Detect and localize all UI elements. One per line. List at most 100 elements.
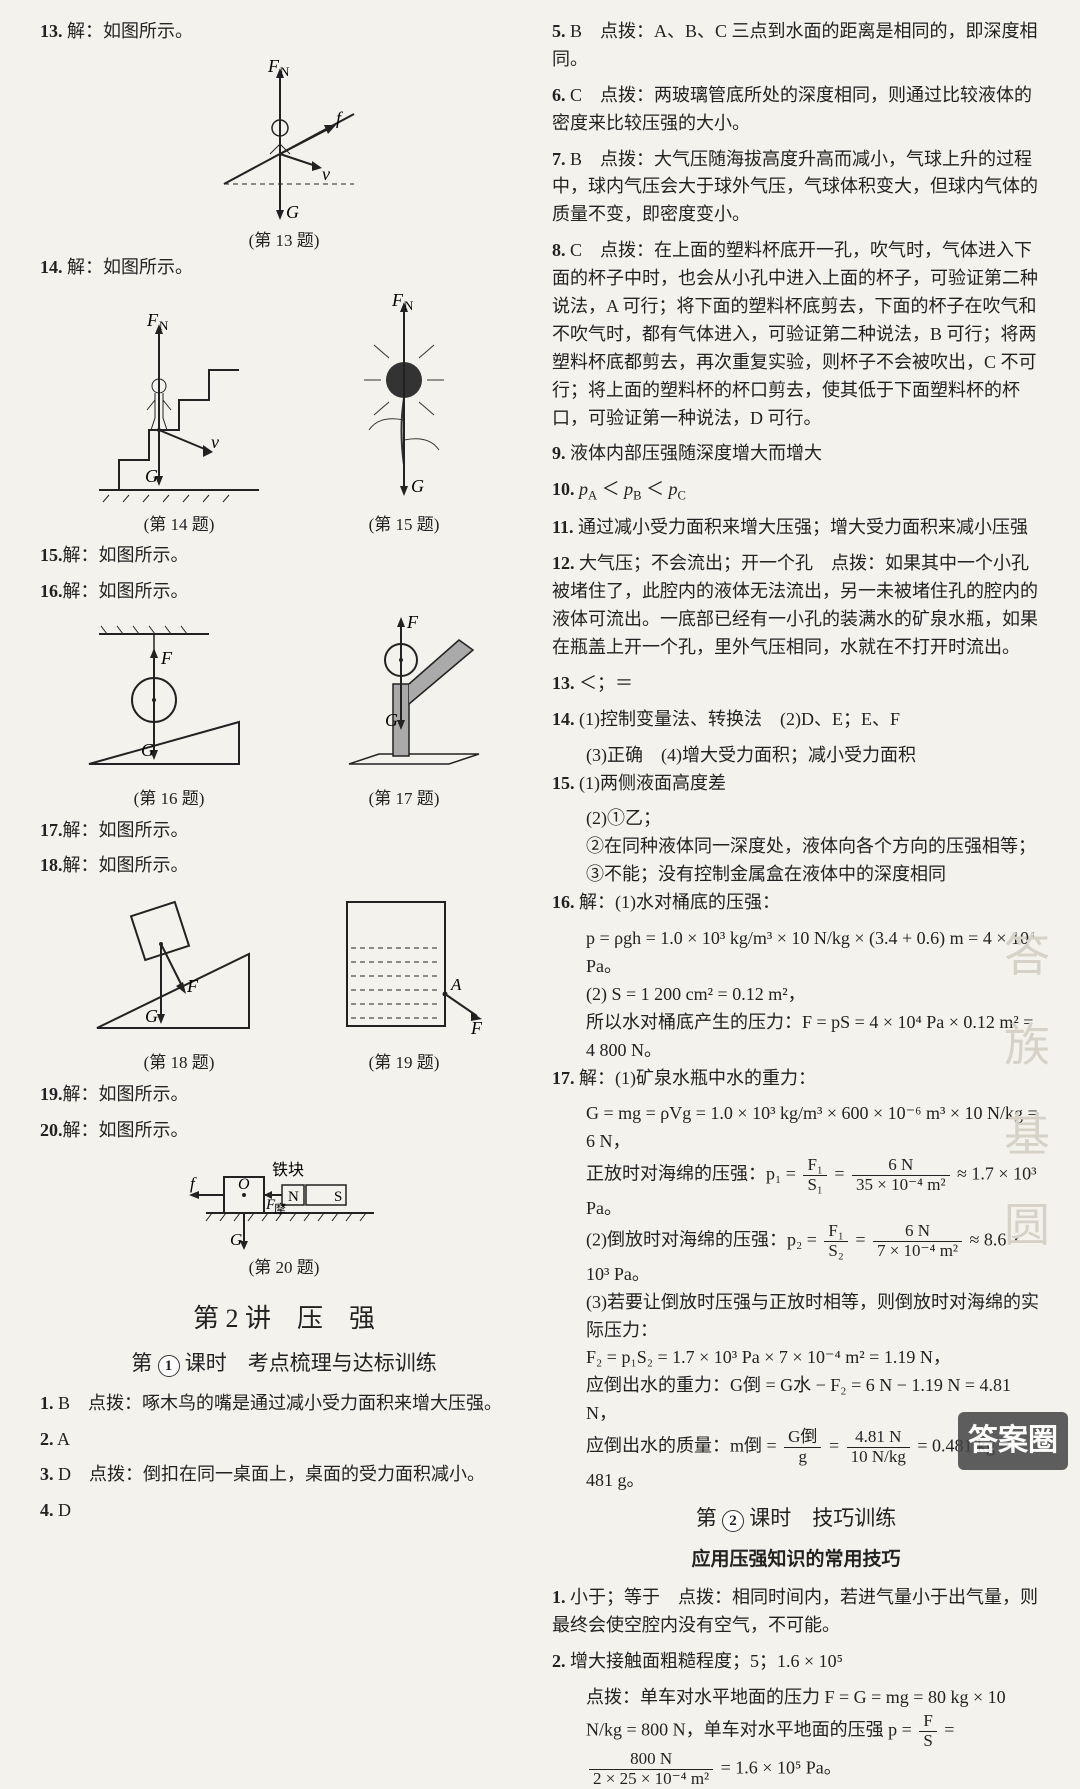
svg-text:摩: 摩 bbox=[274, 1201, 286, 1216]
q14: 14. 解：如图所示。 bbox=[40, 254, 528, 282]
period1-title: 第 1 课时 考点梳理与达标训练 bbox=[40, 1347, 528, 1380]
b1: 1. 小于；等于 点拨：相同时间内，若进气量小于出气量，则最终会使空腔内没有空气… bbox=[552, 1584, 1040, 1640]
fig19-label: (第 19 题) bbox=[319, 1050, 489, 1076]
circled-2: 2 bbox=[722, 1510, 744, 1532]
fig15-label: (第 15 题) bbox=[319, 512, 489, 538]
fig17-label: (第 17 题) bbox=[309, 786, 499, 812]
svg-text:F: F bbox=[470, 1018, 483, 1038]
a15: 15. (1)两侧液面高度差 bbox=[552, 770, 1040, 798]
svg-text:G: G bbox=[411, 476, 424, 496]
fig16-17: F G (第 16 题) F G (第 17 题) bbox=[40, 614, 528, 812]
fig14-label: (第 14 题) bbox=[79, 512, 279, 538]
q20: 20.解：如图所示。 bbox=[40, 1117, 528, 1145]
fig18-label: (第 18 题) bbox=[79, 1050, 279, 1076]
q13: 13. 解：如图所示。 bbox=[40, 18, 528, 46]
ghost-2: 族 bbox=[1004, 1010, 1050, 1081]
fig18-svg: F G bbox=[79, 888, 279, 1048]
svg-text:v: v bbox=[211, 432, 219, 452]
fig15-svg: FN G bbox=[319, 290, 489, 510]
a9: 9. 液体内部压强随深度增大而增大 bbox=[552, 440, 1040, 468]
svg-text:G: G bbox=[385, 710, 398, 730]
right-column: 5. B 点拨：A、B、C 三点到水面的距离是相同的，即深度相同。 6. C 点… bbox=[540, 18, 1052, 1464]
a14-b: (3)正确 (4)增大受力面积；减小受力面积 bbox=[552, 742, 1040, 770]
a16: 16. 解：(1)水对桶底的压强： bbox=[552, 889, 1040, 917]
svg-text:G: G bbox=[141, 740, 154, 760]
a11: 11. 通过减小受力面积来增大压强；增大受力面积来减小压强 bbox=[552, 514, 1040, 542]
svg-text:F: F bbox=[186, 976, 199, 996]
a3: 3. D 点拨：倒扣在同一桌面上，桌面的受力面积减小。 bbox=[40, 1461, 528, 1489]
a17-eq1: G = mg = ρVg = 1.0 × 10³ kg/m³ × 600 × 1… bbox=[552, 1100, 1040, 1156]
ghost-1: 答 bbox=[1004, 920, 1050, 991]
fig14-svg: FN v G bbox=[79, 290, 279, 510]
svg-text:N: N bbox=[404, 298, 414, 313]
svg-text:G: G bbox=[145, 466, 158, 486]
svg-text:N: N bbox=[159, 318, 169, 333]
svg-text:F: F bbox=[406, 614, 419, 632]
svg-text:F: F bbox=[160, 648, 173, 668]
left-column: 13. 解：如图所示。 FN f v G (第 13 题) 14. 解：如图所示… bbox=[28, 18, 540, 1464]
fig20-label: (第 20 题) bbox=[154, 1255, 414, 1281]
svg-text:N: N bbox=[280, 64, 290, 79]
svg-text:O: O bbox=[238, 1176, 250, 1193]
ghost-3: 基 bbox=[1004, 1100, 1050, 1171]
a12: 12. 大气压；不会流出；开一个孔 点拨：如果其中一个小孔被堵住了，此腔内的液体… bbox=[552, 550, 1040, 662]
a16-eq1: p = ρgh = 1.0 × 10³ kg/m³ × 10 N/kg × (3… bbox=[552, 925, 1040, 981]
a15-3: ②在同种液体同一深度处，液体向各个方向的压强相等； bbox=[552, 833, 1040, 861]
q19: 19.解：如图所示。 bbox=[40, 1081, 528, 1109]
q13-text: 解：如图所示。 bbox=[67, 21, 193, 41]
a1: 1. B 点拨：啄木鸟的嘴是通过减小受力面积来增大压强。 bbox=[40, 1390, 528, 1418]
fig20-svg: f O 铁块 F摩 NS G bbox=[154, 1153, 414, 1253]
svg-text:N: N bbox=[288, 1189, 299, 1205]
a4: 4. D bbox=[40, 1497, 528, 1525]
circled-1: 1 bbox=[158, 1355, 180, 1377]
a17-l4: (3)若要让倒放时压强与正放时相等，则倒放时对海绵的实际压力： bbox=[552, 1289, 1040, 1345]
q16: 16.解：如图所示。 bbox=[40, 578, 528, 606]
q13-num: 13. bbox=[40, 21, 63, 41]
period2-title: 第 2 课时 技巧训练 bbox=[552, 1502, 1040, 1535]
q14-num: 14. bbox=[40, 257, 63, 277]
svg-text:F: F bbox=[391, 290, 404, 310]
svg-text:v: v bbox=[322, 164, 330, 184]
lecture-title: 第 2 讲 压 强 bbox=[40, 1299, 528, 1339]
a14: 14. (1)控制变量法、转换法 (2)D、E；E、F bbox=[552, 706, 1040, 734]
a8: 8. C 点拨：在上面的塑料杯底开一孔，吹气时，气体进入下面的杯子中时，也会从小… bbox=[552, 237, 1040, 432]
ghost-4: 圆 bbox=[1004, 1190, 1050, 1261]
svg-text:f: f bbox=[336, 108, 344, 128]
a17-l2: 正放时对海绵的压强：p₁ = F₁S₁ = 6 N35 × 10⁻⁴ m² ≈ … bbox=[552, 1156, 1040, 1222]
fig20: f O 铁块 F摩 NS G (第 20 题) bbox=[40, 1153, 528, 1281]
svg-text:F: F bbox=[146, 310, 159, 330]
a13: 13. ＜；＝ bbox=[552, 670, 1040, 698]
b2: 2. 增大接触面粗糙程度；5；1.6 × 10⁵ bbox=[552, 1648, 1040, 1676]
svg-text:F: F bbox=[267, 56, 280, 76]
fig16-label: (第 16 题) bbox=[69, 786, 269, 812]
fig19-svg: A F bbox=[319, 888, 489, 1048]
svg-text:f: f bbox=[190, 1174, 197, 1193]
a7: 7. B 点拨：大气压随海拔高度升高而减小，气球上升的过程中，球内气压会大于球外… bbox=[552, 146, 1040, 230]
a17: 17. 解：(1)矿泉水瓶中水的重力： bbox=[552, 1065, 1040, 1093]
svg-text:G: G bbox=[286, 202, 299, 222]
fig18-19: F G (第 18 题) A F (第 19 题) bbox=[40, 888, 528, 1076]
b2-hint: 点拨：单车对水平地面的压力 F = G = mg = 80 kg × 10 N/… bbox=[552, 1684, 1040, 1789]
q14-text: 解：如图所示。 bbox=[67, 257, 193, 277]
a15-2: (2)①乙； bbox=[552, 805, 1040, 833]
a6: 6. C 点拨：两玻璃管底所处的深度相同，则通过比较液体的密度来比较压强的大小。 bbox=[552, 82, 1040, 138]
a17-l3: (2)倒放时对海绵的压强：p₂ = F₁S₂ = 6 N7 × 10⁻⁴ m² … bbox=[552, 1222, 1040, 1288]
a16-l3: 所以水对桶底产生的压力：F = pS = 4 × 10⁴ Pa × 0.12 m… bbox=[552, 1009, 1040, 1065]
svg-text:铁块: 铁块 bbox=[272, 1161, 304, 1179]
svg-text:G: G bbox=[230, 1230, 242, 1249]
svg-text:G: G bbox=[145, 1006, 158, 1026]
q15: 15.解：如图所示。 bbox=[40, 542, 528, 570]
subtitle: 应用压强知识的常用技巧 bbox=[552, 1545, 1040, 1574]
a17-l5: F₂ = p₁S₂ = 1.7 × 10³ Pa × 7 × 10⁻⁴ m² =… bbox=[552, 1344, 1040, 1372]
a16-l2: (2) S = 1 200 cm² = 0.12 m²， bbox=[552, 981, 1040, 1009]
svg-text:S: S bbox=[334, 1189, 342, 1205]
fig13: FN f v G bbox=[40, 54, 528, 224]
a10: 10. pA ＜ pB ＜ pC bbox=[552, 476, 1040, 506]
q17: 17.解：如图所示。 bbox=[40, 817, 528, 845]
fig13-svg: FN f v G bbox=[194, 54, 374, 224]
watermark: 答案圈 bbox=[958, 1412, 1068, 1471]
fig16-svg: F G bbox=[69, 614, 269, 784]
a5: 5. B 点拨：A、B、C 三点到水面的距离是相同的，即深度相同。 bbox=[552, 18, 1040, 74]
a15-4: ③不能；没有控制金属盒在液体中的深度相同 bbox=[552, 861, 1040, 889]
q18: 18.解：如图所示。 bbox=[40, 852, 528, 880]
